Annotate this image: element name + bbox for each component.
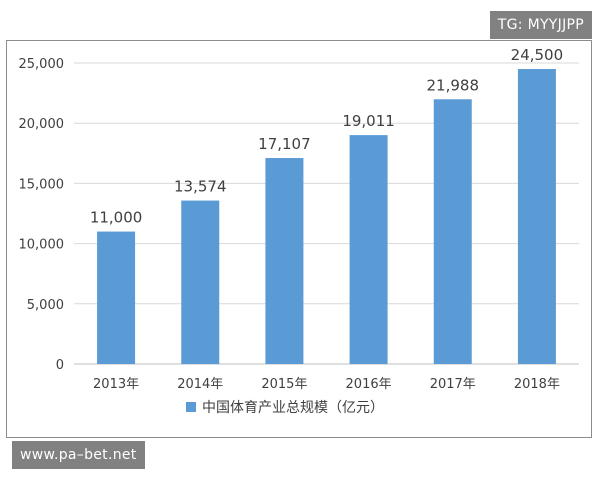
bar bbox=[97, 231, 136, 364]
bar-data-label: 24,500 bbox=[511, 46, 564, 64]
x-tick-label: 2014年 bbox=[177, 377, 223, 392]
x-tick-label: 2016年 bbox=[346, 377, 392, 392]
y-tick-label: 0 bbox=[56, 358, 64, 373]
bar-chart: 0 5,000 10,000 15,000 20,000 25,000 11,000 2013… bbox=[19, 46, 579, 416]
y-tick-label: 5,000 bbox=[27, 298, 64, 313]
bar-data-label: 17,107 bbox=[258, 135, 311, 153]
y-tick-label: 15,000 bbox=[19, 177, 65, 192]
bar-data-label: 21,988 bbox=[427, 76, 480, 94]
bar-data-label: 13,574 bbox=[174, 178, 227, 196]
bar-data-label: 11,000 bbox=[90, 209, 143, 227]
legend-label: 中国体育产业总规模（亿元） bbox=[202, 400, 384, 416]
watermark-bottom-left: www.pa–bet.net bbox=[12, 441, 145, 469]
legend-swatch bbox=[186, 402, 196, 412]
chart-frame: 0 5,000 10,000 15,000 20,000 25,000 11,000 2013… bbox=[6, 40, 592, 438]
watermark-top-right: TG: MYYJJPP bbox=[489, 11, 592, 39]
y-tick-label: 25,000 bbox=[19, 57, 65, 72]
bar-data-label: 19,011 bbox=[342, 112, 395, 130]
y-tick-label: 10,000 bbox=[19, 238, 65, 253]
x-tick-label: 2018年 bbox=[514, 377, 560, 392]
bar bbox=[349, 135, 388, 364]
bar bbox=[181, 200, 220, 364]
bar bbox=[433, 99, 472, 365]
x-tick-label: 2015年 bbox=[261, 377, 307, 392]
bar bbox=[265, 158, 304, 364]
x-tick-label: 2017年 bbox=[430, 377, 476, 392]
y-tick-label: 20,000 bbox=[19, 117, 65, 132]
x-tick-label: 2013年 bbox=[93, 377, 139, 392]
bar bbox=[517, 69, 556, 364]
